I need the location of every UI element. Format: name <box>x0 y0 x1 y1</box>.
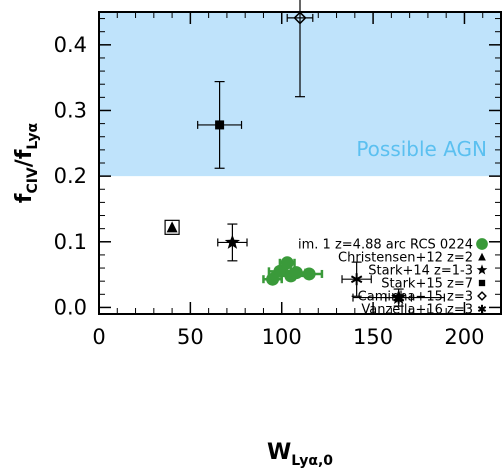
agn-region-label: Possible AGN <box>356 137 487 161</box>
y-tick-label: 0.1 <box>54 230 87 254</box>
y-tick-labels: 0.0 0.1 0.2 0.3 0.4 <box>54 33 87 320</box>
legend-marker <box>478 252 486 261</box>
series-5 <box>341 261 445 304</box>
y-axis-slash: / <box>12 158 37 167</box>
marker-box <box>164 219 180 235</box>
y-axis-den-sub: Lyα <box>25 122 41 149</box>
data-point <box>224 234 240 249</box>
x-tick-labels: 0 50 100 150 200 <box>92 325 484 349</box>
y-tick-label: 0.3 <box>54 98 87 122</box>
data-point <box>215 120 225 130</box>
data-point <box>280 256 294 270</box>
y-axis-den-main: f <box>12 149 37 159</box>
legend-label: im. 1 z=4.88 arc RCS 0224 <box>298 238 473 253</box>
x-tick-label: 200 <box>444 325 484 349</box>
y-axis-num-sub: CIV <box>25 167 41 193</box>
y-axis-num-main: f <box>12 193 37 203</box>
data-point <box>350 273 363 286</box>
legend-marker <box>477 304 487 314</box>
data-point <box>392 291 405 304</box>
legend-label: Stark+14 z=1-3 <box>368 264 473 279</box>
series-4 <box>286 0 314 98</box>
legend: im. 1 z=4.88 arc RCS 0224Christensen+12 … <box>298 238 488 318</box>
legend-label: Vanzella+16 z=3 <box>361 303 473 318</box>
legend-marker <box>476 238 488 250</box>
asterisk-stroke <box>392 293 405 302</box>
data-point <box>166 221 178 233</box>
legend-marker <box>476 264 488 275</box>
y-tick-label: 0.4 <box>54 33 87 57</box>
x-tick-label: 150 <box>353 325 393 349</box>
x-tick-label: 50 <box>177 325 204 349</box>
x-axis-title: WLyα,0 <box>267 440 333 469</box>
y-tick-label: 0.2 <box>54 164 87 188</box>
y-axis-title: fCIV/fLyα <box>12 122 41 203</box>
x-tick-label: 100 <box>262 325 302 349</box>
series-0 <box>262 256 324 286</box>
x-axis-title-main: W <box>267 440 291 465</box>
legend-label: Christensen+12 z=2 <box>338 251 473 266</box>
x-axis-title-sub: Lyα,0 <box>291 453 333 469</box>
data-point <box>273 264 287 278</box>
data-point <box>302 267 316 281</box>
series-1 <box>164 219 180 235</box>
series-3 <box>197 80 243 169</box>
y-tick-label: 0.0 <box>54 295 87 319</box>
legend-marker <box>477 291 487 301</box>
asterisk-stroke <box>477 306 487 312</box>
asterisk-stroke <box>350 275 363 284</box>
legend-label: Stark+15 z=7 <box>381 277 473 292</box>
legend-label: Caminha+15 z=3 <box>358 290 473 305</box>
legend-marker <box>478 279 486 287</box>
data-point <box>293 11 307 25</box>
plot-area <box>98 0 502 315</box>
x-tick-label: 0 <box>92 325 105 349</box>
